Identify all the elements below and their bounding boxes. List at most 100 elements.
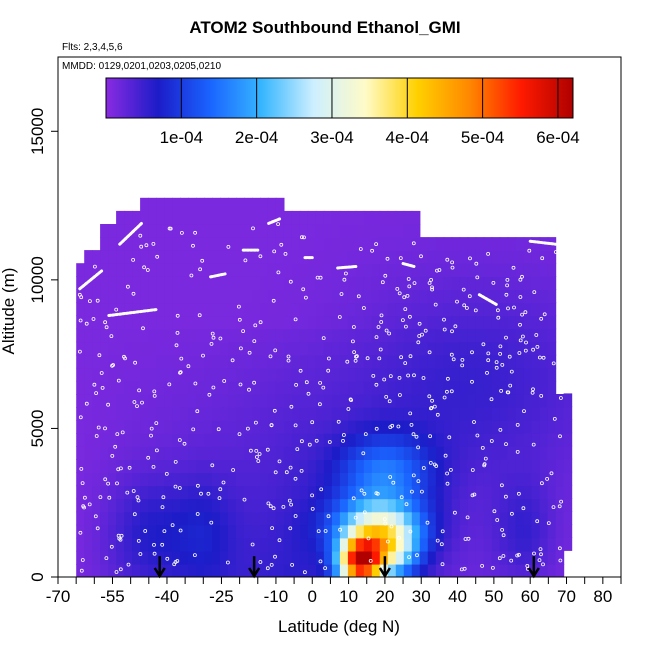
heat-cell [299, 224, 309, 238]
obs-point [155, 254, 160, 259]
heat-cell [459, 394, 469, 408]
heat-cell [531, 433, 541, 447]
obs-point [376, 325, 381, 329]
heat-cell [507, 446, 517, 460]
heat-cell [236, 328, 245, 343]
heat-cell [547, 328, 557, 343]
heat-cell [180, 407, 189, 421]
x-tick-label: -70 [46, 587, 71, 606]
heat-cell [451, 498, 461, 513]
heat-cell [76, 446, 85, 460]
obs-point [523, 348, 528, 353]
obs-point [286, 354, 291, 359]
heat-cell [252, 550, 261, 565]
obs-point [417, 334, 422, 338]
obs-point [346, 407, 351, 411]
heat-cell [483, 563, 493, 577]
heat-cell [531, 524, 541, 539]
heat-cell [475, 485, 485, 500]
heat-cell [483, 420, 493, 434]
heat-cell [156, 511, 165, 526]
heat-cell [427, 563, 437, 577]
heat-cell [180, 250, 189, 264]
obs-point [518, 338, 523, 343]
heat-cell [323, 472, 333, 487]
heat-cell [363, 315, 373, 330]
heat-cell [116, 210, 125, 225]
heat-cell [188, 197, 197, 212]
colorbar-tick-label: 3e-04 [310, 128, 353, 147]
heat-cell [164, 459, 173, 473]
heat-cell [491, 302, 501, 317]
heat-cell [531, 472, 541, 487]
heat-cell [164, 250, 173, 264]
obs-point [152, 393, 157, 398]
obs-point [269, 423, 274, 427]
heat-cell [427, 237, 437, 251]
obs-point [87, 502, 92, 507]
heat-cell [403, 315, 413, 330]
heat-cell [108, 394, 117, 408]
heat-cell [236, 289, 245, 304]
heat-cell [156, 433, 165, 447]
heat-cell [435, 315, 445, 330]
heat-cell [260, 302, 269, 317]
obs-point [453, 324, 458, 329]
heat-cell [212, 197, 221, 212]
heat-cell [427, 341, 437, 356]
heat-cell [459, 237, 469, 251]
obs-point [250, 542, 255, 547]
heat-cell [148, 250, 157, 264]
heat-cell [172, 197, 181, 212]
obs-point [114, 307, 119, 312]
heat-cell [539, 354, 549, 369]
obs-point [461, 287, 466, 292]
obs-point [450, 265, 455, 270]
obs-point [268, 354, 273, 359]
heat-cell [379, 433, 389, 447]
heat-cell [371, 380, 381, 395]
obs-point [468, 256, 472, 261]
heat-cell [491, 511, 501, 526]
heat-cell [467, 263, 477, 277]
heat-cell [275, 472, 285, 487]
heat-cell [291, 250, 301, 264]
heat-cell [188, 498, 197, 513]
heat-cell [459, 367, 469, 382]
heat-cell [467, 498, 477, 513]
heat-cell [459, 289, 469, 304]
heat-cell [555, 446, 565, 460]
heat-cell [539, 498, 549, 513]
heat-cell [507, 250, 517, 264]
heat-cell [260, 250, 269, 264]
heat-cell [228, 210, 237, 225]
heat-cell [100, 276, 109, 290]
heat-cell [92, 511, 101, 526]
obs-point [403, 307, 408, 312]
heat-cell [411, 210, 421, 225]
heat-cell [172, 315, 181, 330]
heat-cell [323, 250, 333, 264]
obs-point [193, 381, 198, 386]
heat-cell [323, 563, 333, 577]
heat-cell [387, 485, 397, 500]
obs-point [211, 335, 216, 340]
heat-cell [451, 263, 461, 277]
heat-cell [507, 263, 517, 277]
heat-cell [547, 537, 557, 552]
heat-cell [283, 367, 293, 382]
heat-cell [523, 420, 533, 434]
heat-cell [355, 394, 365, 408]
heat-cell [531, 276, 541, 290]
heat-cell [427, 250, 437, 264]
heat-cell [379, 472, 389, 487]
heat-cell [347, 446, 357, 460]
obs-point [294, 382, 299, 387]
heat-cell [275, 289, 285, 304]
heat-cell [132, 380, 141, 395]
heat-cell [92, 459, 101, 473]
heat-cell [180, 341, 189, 356]
heat-cell [323, 224, 333, 238]
heat-cell [283, 446, 293, 460]
